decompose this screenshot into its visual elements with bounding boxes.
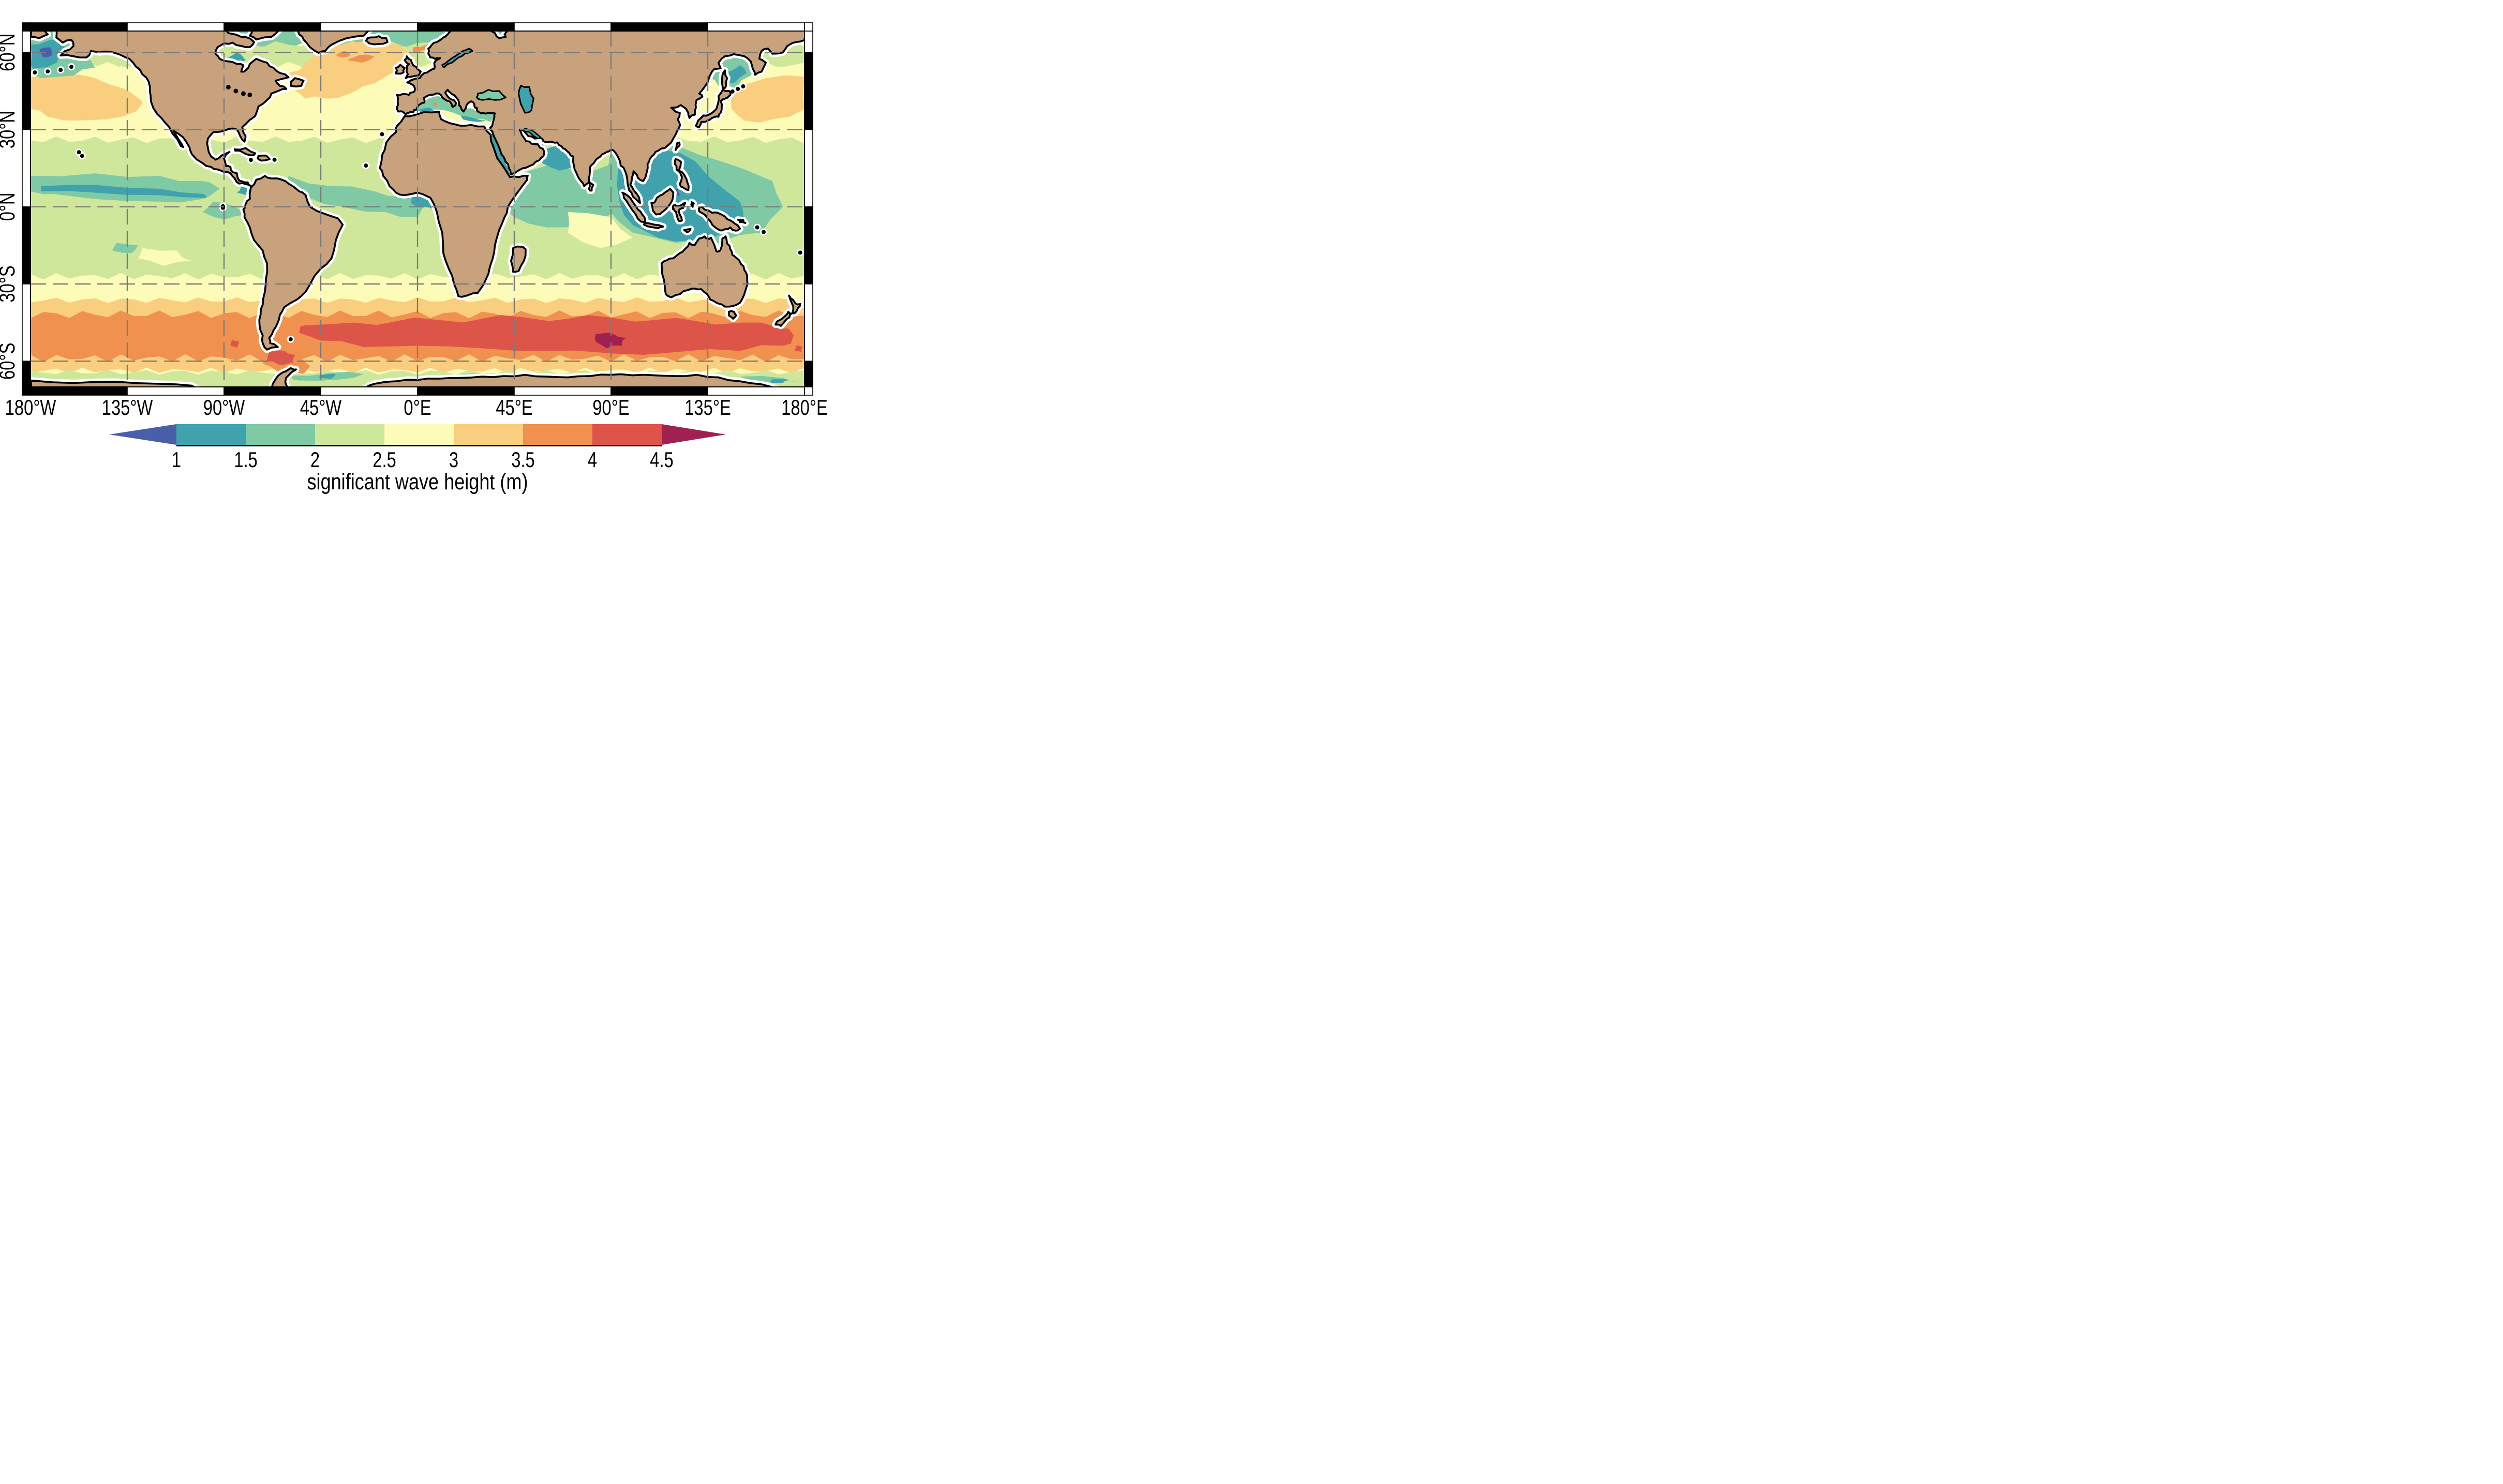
lat-tick-label: 30°N xyxy=(0,111,19,148)
lon-tick-label: 90°W xyxy=(203,395,245,419)
colorbar-tick-label: 1.5 xyxy=(234,447,258,472)
map-frame xyxy=(22,22,813,396)
lat-tick-label: 0°N xyxy=(0,192,19,221)
colorbar-tick-label: 2 xyxy=(310,447,320,472)
lon-tick-label: 45°W xyxy=(300,395,342,419)
latitude-tick-labels: 60°N 30°N 0°N 30°S 60°S xyxy=(0,34,19,380)
lon-tick-label: 90°E xyxy=(592,395,629,419)
enclosed-seas xyxy=(405,96,510,175)
lon-tick-label: 135°W xyxy=(102,395,153,419)
colorbar: 1 1.5 2 2.5 3 3.5 4 4.5 xyxy=(109,424,726,472)
colorbar-tick-label: 2.5 xyxy=(373,447,396,472)
figure-canvas: 180°W 135°W 90°W 45°W 0°E 45°E 90°E 135°E 180°E … xyxy=(0,22,828,494)
colorbar-tick-label: 3 xyxy=(449,447,458,472)
continents xyxy=(31,31,804,387)
lakes-inland-seas xyxy=(226,48,541,140)
lat-tick-label: 60°N xyxy=(0,34,19,71)
lon-tick-label: 0°E xyxy=(404,395,431,419)
lon-tick-label: 180°W xyxy=(5,395,56,419)
wave-height-map-figure: 180°W 135°W 90°W 45°W 0°E 45°E 90°E 135°E 180°E … xyxy=(0,0,835,494)
colorbar-tick-label: 4.5 xyxy=(650,447,674,472)
lat-tick-label: 60°S xyxy=(0,343,19,380)
lon-tick-label: 45°E xyxy=(496,395,532,419)
colorbar-title: significant wave height (m) xyxy=(307,469,528,494)
lat-tick-label: 30°S xyxy=(0,265,19,302)
lon-tick-label: 135°E xyxy=(684,395,731,419)
graticule xyxy=(31,31,804,387)
colorbar-tick-label: 4 xyxy=(588,447,597,472)
lon-tick-label: 180°E xyxy=(781,395,828,419)
colorbar-tick-label: 1 xyxy=(172,447,181,472)
colorbar-tick-label: 3.5 xyxy=(511,447,535,472)
longitude-tick-labels: 180°W 135°W 90°W 45°W 0°E 45°E 90°E 135°E 180°E xyxy=(5,395,828,419)
